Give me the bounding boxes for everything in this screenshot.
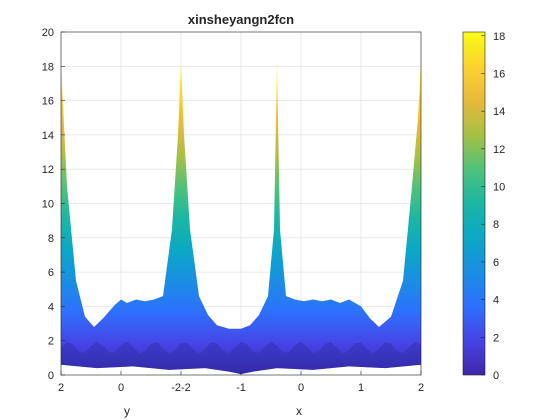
colorbar-tick-label: 8: [493, 219, 499, 231]
x-tick-label: 0: [118, 382, 124, 394]
surface-area: [61, 62, 421, 375]
x-axis-label: x: [296, 404, 302, 418]
y-ticks: 0 2 4 6 8 10 12 14 16 18 20: [42, 27, 65, 382]
y-tick-label: 16: [42, 96, 54, 108]
chart-title: xinsheyangn2fcn: [188, 12, 294, 27]
colorbar-tick-label: 10: [493, 182, 505, 194]
x-tick-label: 1: [358, 382, 364, 394]
y-tick-label: 0: [48, 370, 54, 382]
x-tick-label: 2: [418, 382, 424, 394]
y-tick-label: 10: [42, 199, 54, 211]
y-tick-label: 18: [42, 61, 54, 73]
colorbar-tick-label: 4: [493, 295, 499, 307]
y-tick-label: 2: [48, 336, 54, 348]
x-ticks: 2 0 -2-2 -1 0 1 2: [58, 371, 424, 394]
colorbar-tick-label: 2: [493, 332, 499, 344]
y-tick-label: 12: [42, 164, 54, 176]
x-tick-label: 0: [298, 382, 304, 394]
y-axis-label: y: [124, 404, 130, 418]
colorbar-tick-label: 18: [493, 31, 505, 43]
x-tick-label: -1: [236, 382, 246, 394]
colorbar-tick-label: 0: [493, 370, 499, 382]
y-tick-label: 4: [48, 301, 54, 313]
x-tick-label: 2: [58, 382, 64, 394]
colorbar-tick-label: 12: [493, 144, 505, 156]
y-tick-label: 14: [42, 130, 54, 142]
surface-plot: [61, 62, 421, 375]
y-tick-label: 6: [48, 267, 54, 279]
colorbar-tick-label: 6: [493, 257, 499, 269]
colorbar-tick-label: 16: [493, 68, 505, 80]
y-tick-label: 8: [48, 233, 54, 245]
y-tick-label: 20: [42, 27, 54, 39]
surface-mesh-band: [61, 341, 421, 375]
colorbar: 0 2 4 6 8 10 12 14 16 18: [462, 31, 505, 382]
x-tick-label: -2-2: [171, 382, 191, 394]
colorbar-tick-label: 14: [493, 106, 505, 118]
colorbar-gradient: [462, 31, 486, 376]
